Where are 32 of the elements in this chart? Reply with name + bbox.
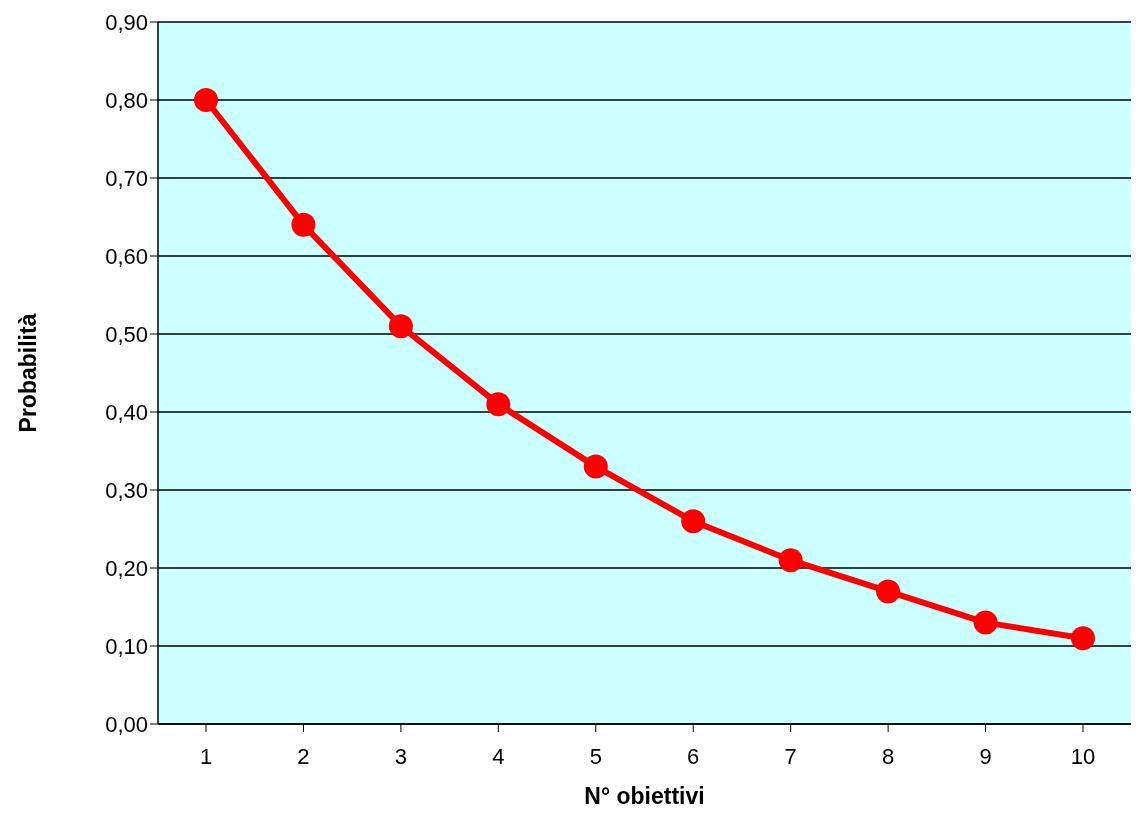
y-axis-title: Probabilità — [15, 313, 42, 433]
x-tick-label: 3 — [394, 743, 408, 769]
y-tick-label: 0,80 — [105, 87, 148, 113]
y-tick-label: 0,00 — [105, 711, 148, 737]
x-tick-label: 2 — [297, 743, 310, 769]
point — [973, 610, 998, 635]
x-tick-label: 1 — [199, 743, 213, 769]
y-tick-label: 0,40 — [105, 399, 148, 425]
point — [778, 548, 803, 573]
x-axis-title: N° obiettivi — [584, 783, 705, 809]
y-tick-label: 0,70 — [105, 165, 148, 191]
y-tick-label: 0,50 — [105, 321, 148, 347]
point — [486, 392, 511, 417]
point — [681, 509, 706, 534]
point — [291, 212, 316, 237]
point — [194, 88, 218, 112]
y-tick-label: 0,10 — [105, 633, 148, 659]
y-tick-label: 0,90 — [105, 9, 148, 35]
x-tick-label: 8 — [881, 743, 895, 769]
point — [1071, 626, 1095, 651]
x-tick-label: 6 — [687, 743, 700, 769]
y-tick-label: 0,60 — [105, 243, 148, 269]
x-tick-label: 9 — [979, 743, 992, 769]
x-tick-label: 7 — [784, 743, 797, 769]
y-tick-label: 0,30 — [105, 477, 148, 503]
y-tick-label: 0,20 — [105, 555, 148, 581]
point — [876, 579, 901, 604]
x-tick-label: 10 — [1070, 743, 1096, 769]
x-tick-label: 4 — [492, 743, 505, 769]
point — [388, 314, 413, 339]
point — [583, 454, 608, 479]
x-tick-label: 5 — [589, 743, 602, 769]
